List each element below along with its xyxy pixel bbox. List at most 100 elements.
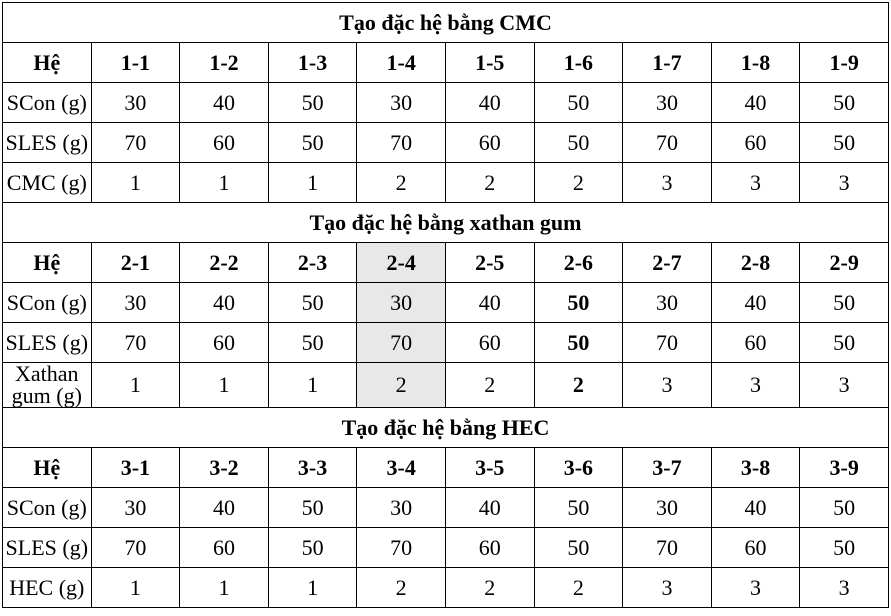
table-cell: 60 [179,322,269,363]
table-cell: 50 [533,527,624,568]
table-cell: 40 [710,282,801,323]
table-cell: 3 [799,362,889,408]
table-cell: 50 [799,82,889,123]
column-header: 2-2 [179,242,269,283]
column-header: 3-1 [90,447,181,488]
table-cell: 40 [444,282,535,323]
table-cell: 60 [179,122,269,163]
table-cell: 30 [622,82,712,123]
table-cell: 40 [710,487,801,528]
section-title-row: Tạo đặc hệ bằng xathan gum [2,202,889,243]
table-cell: 60 [179,527,269,568]
section-title: Tạo đặc hệ bằng CMC [2,2,889,43]
table-cell: 50 [267,122,358,163]
column-header: 2-8 [710,242,801,283]
column-header: 2-7 [622,242,712,283]
column-header: 1-1 [90,42,181,83]
table-cell: 3 [622,362,712,408]
table-cell: 60 [710,527,801,568]
table-cell: 70 [622,322,712,363]
row-label: HEC (g) [2,567,92,608]
table-cell: 60 [710,322,801,363]
table-cell: 30 [90,82,181,123]
column-header: 3-5 [444,447,535,488]
table-cell: 2 [444,567,535,608]
row-label: SCon (g) [2,487,92,528]
table-cell: 70 [622,122,712,163]
column-header: 3-3 [267,447,358,488]
table-cell: 60 [444,322,535,363]
column-header: 1-6 [533,42,624,83]
table-cell: 60 [444,122,535,163]
row-label: CMC (g) [2,162,92,203]
table-cell: 50 [533,322,624,363]
section-title-row: Tạo đặc hệ bằng CMC [2,2,889,43]
table-cell: 70 [90,527,181,568]
table-cell: 40 [179,487,269,528]
table-cell: 50 [533,122,624,163]
table-cell: 50 [799,527,889,568]
table-cell: 50 [799,282,889,323]
table-cell: 40 [444,487,535,528]
table-cell: 3 [622,567,712,608]
column-header: 3-8 [710,447,801,488]
table-cell: 2 [533,162,624,203]
table-cell: 3 [799,162,889,203]
table-cell: 3 [710,567,801,608]
column-header: 1-4 [356,42,446,83]
column-header: 2-4 [356,242,446,283]
table-row: SLES (g) 70 60 50 70 60 50 70 60 50 [2,322,889,363]
table-cell: 70 [356,122,446,163]
table-row: SCon (g) 30 40 50 30 40 50 30 40 50 [2,487,889,528]
header-row: Hệ 2-1 2-2 2-3 2-4 2-5 2-6 2-7 2-8 2-9 [2,242,889,283]
header-row: Hệ 3-1 3-2 3-3 3-4 3-5 3-6 3-7 3-8 3-9 [2,447,889,488]
row-label: SCon (g) [2,282,92,323]
column-header: 3-9 [799,447,889,488]
table-row: HEC (g) 1 1 1 2 2 2 3 3 3 [2,567,889,608]
table-cell: 50 [267,527,358,568]
table-cell: 1 [90,567,181,608]
table-cell: 40 [444,82,535,123]
table-cell: 60 [444,527,535,568]
table-cell: 1 [267,567,358,608]
table-cell: 50 [533,282,624,323]
table-cell: 30 [356,487,446,528]
table-cell: 2 [356,567,446,608]
column-header: 3-4 [356,447,446,488]
table-cell: 1 [267,362,358,408]
section-title-row: Tạo đặc hệ bằng HEC [2,407,889,448]
table-cell: 1 [179,362,269,408]
table-cell: 40 [710,82,801,123]
table-cell: 3 [622,162,712,203]
row-label: SLES (g) [2,122,92,163]
column-header: 2-1 [90,242,181,283]
table-cell: 2 [533,567,624,608]
table-cell: 1 [179,567,269,608]
table-cell: 3 [799,567,889,608]
column-header: 2-5 [444,242,535,283]
header-label: Hệ [2,447,92,488]
table-cell: 70 [356,527,446,568]
column-header: 2-6 [533,242,624,283]
table-row: CMC (g) 1 1 1 2 2 2 3 3 3 [2,162,889,203]
table-cell: 1 [267,162,358,203]
table-cell: 50 [267,82,358,123]
column-header: 1-2 [179,42,269,83]
header-label: Hệ [2,242,92,283]
table-cell: 70 [356,322,446,363]
table-cell: 50 [533,487,624,528]
table-cell: 70 [90,122,181,163]
column-header: 2-3 [267,242,358,283]
table-cell: 3 [710,162,801,203]
table-cell: 50 [799,122,889,163]
table-cell: 50 [267,487,358,528]
row-label: SLES (g) [2,527,92,568]
table-cell: 50 [533,82,624,123]
row-label: Xathan gum (g) [2,362,92,408]
table-cell: 70 [622,527,712,568]
table-row: Xathan gum (g) 1 1 1 2 2 2 3 3 3 [2,362,889,408]
table-cell: 30 [356,282,446,323]
table-row: SCon (g) 30 40 50 30 40 50 30 40 50 [2,82,889,123]
header-row: Hệ 1-1 1-2 1-3 1-4 1-5 1-6 1-7 1-8 1-9 [2,42,889,83]
table-cell: 50 [267,282,358,323]
